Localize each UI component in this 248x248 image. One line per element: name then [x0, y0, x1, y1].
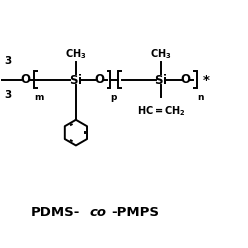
Text: $\mathbf{CH_3}$: $\mathbf{CH_3}$: [150, 47, 172, 61]
Text: $\mathbf{O}$: $\mathbf{O}$: [94, 73, 105, 86]
Text: $\mathbf{m}$: $\mathbf{m}$: [34, 93, 45, 102]
Text: $\mathbf{3}$: $\mathbf{3}$: [4, 54, 13, 66]
Text: $\mathbf{Si}$: $\mathbf{Si}$: [69, 73, 83, 87]
Text: $\mathbf{CH_3}$: $\mathbf{CH_3}$: [65, 47, 87, 61]
Text: $\mathbf{Si}$: $\mathbf{Si}$: [154, 73, 168, 87]
Text: PDMS-: PDMS-: [30, 206, 80, 219]
Text: -PMPS: -PMPS: [112, 206, 160, 219]
Text: co: co: [90, 206, 107, 219]
Text: $\mathbf{p}$: $\mathbf{p}$: [110, 93, 118, 104]
Text: $\mathbf{O}$: $\mathbf{O}$: [20, 73, 31, 86]
Text: $\mathbf{O}$: $\mathbf{O}$: [180, 73, 191, 86]
Text: $\mathbf{n}$: $\mathbf{n}$: [197, 93, 205, 102]
Text: $\mathbf{HC{=}CH_2}$: $\mathbf{HC{=}CH_2}$: [137, 104, 185, 118]
Text: $\mathbf{3}$: $\mathbf{3}$: [4, 88, 13, 100]
Text: $\mathbf{*}$: $\mathbf{*}$: [202, 72, 210, 85]
